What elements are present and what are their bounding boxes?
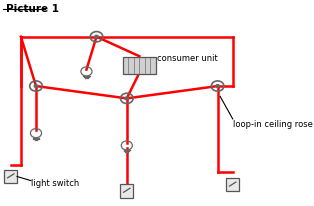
Bar (123, 57, 156, 75)
Text: consumer unit: consumer unit (157, 54, 218, 62)
Circle shape (95, 36, 98, 39)
Circle shape (125, 97, 129, 101)
Circle shape (216, 85, 219, 88)
Text: loop-in ceiling rose: loop-in ceiling rose (233, 119, 313, 128)
Circle shape (34, 85, 38, 88)
Bar (121, 184, 133, 198)
Bar (226, 178, 239, 192)
Bar (4, 170, 17, 183)
Text: light switch: light switch (31, 178, 79, 187)
Text: Picture 1: Picture 1 (6, 4, 59, 14)
